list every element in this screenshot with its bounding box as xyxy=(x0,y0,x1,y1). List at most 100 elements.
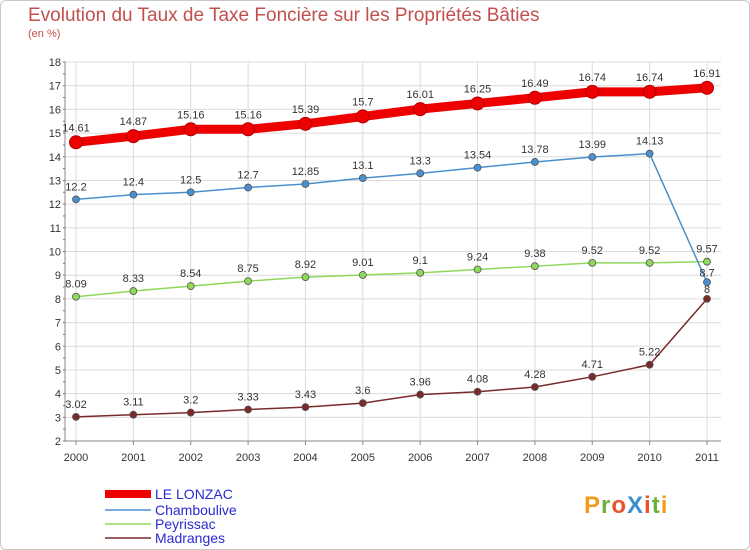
data-point xyxy=(416,169,425,178)
y-tick-label: 5 xyxy=(55,365,61,377)
data-point xyxy=(301,273,310,281)
y-tick-label: 9 xyxy=(55,270,61,282)
data-label: 3.96 xyxy=(409,377,430,389)
data-point xyxy=(358,174,367,182)
data-point xyxy=(473,265,482,274)
data-point xyxy=(703,257,711,266)
series-line-chamboulive xyxy=(75,152,708,284)
data-point xyxy=(585,84,600,99)
x-tick-label: 2008 xyxy=(523,452,547,464)
data-point xyxy=(470,96,485,111)
data-point xyxy=(358,399,367,408)
data-label: 9.38 xyxy=(524,248,545,260)
data-point xyxy=(72,412,80,421)
data-point xyxy=(645,149,654,158)
data-point xyxy=(588,258,597,267)
data-label: 13.1 xyxy=(352,160,373,172)
y-tick-label: 6 xyxy=(55,341,61,353)
data-label: 3.2 xyxy=(183,395,198,407)
x-tick-label: 2000 xyxy=(64,452,88,464)
data-point xyxy=(416,268,425,277)
data-point xyxy=(531,158,539,166)
data-point xyxy=(645,258,654,267)
data-point xyxy=(186,408,195,417)
x-tick-label: 2007 xyxy=(465,452,489,464)
data-label: 8.09 xyxy=(65,279,86,291)
data-label: 12.5 xyxy=(180,174,201,186)
data-point xyxy=(129,410,138,419)
data-label: 5.22 xyxy=(639,347,660,359)
data-point xyxy=(703,294,711,303)
data-label: 12.7 xyxy=(237,170,258,182)
data-point xyxy=(413,102,428,117)
axis-layer: 2 3 4 5 6 7 8 9 10 11 12 13 14 15 16 17 18 2000 2001 2002 20… xyxy=(49,57,721,464)
data-label: 14.61 xyxy=(62,122,90,134)
data-point xyxy=(703,278,711,287)
chart-title: Evolution du Taux de Taxe Foncière sur l… xyxy=(28,5,540,26)
data-label: 9.1 xyxy=(413,255,428,267)
data-point xyxy=(72,292,80,301)
logo-letter: P xyxy=(584,492,602,519)
series-line-le-lonzac xyxy=(71,83,712,147)
x-tick-label: 2006 xyxy=(408,452,432,464)
data-label: 13.3 xyxy=(409,155,430,167)
y-tick-label: 7 xyxy=(55,318,61,330)
data-label: 16.49 xyxy=(521,78,549,90)
y-tick-label: 13 xyxy=(49,175,61,187)
y-tick-label: 11 xyxy=(50,223,61,235)
logo-letter: o xyxy=(611,492,628,519)
data-label: 16.25 xyxy=(464,83,492,95)
y-tick-label: 10 xyxy=(49,247,61,259)
y-tick-label: 15 xyxy=(49,128,61,140)
y-tick-label: 4 xyxy=(55,389,61,401)
data-point xyxy=(69,135,83,150)
data-label: 14.87 xyxy=(120,116,148,128)
data-label: 3.43 xyxy=(295,389,316,401)
series-line-madranges xyxy=(75,298,708,418)
data-label: 13.99 xyxy=(579,139,607,151)
data-point xyxy=(358,271,367,279)
data-label: 8.92 xyxy=(295,259,316,271)
data-label: 8.7 xyxy=(699,267,714,279)
data-label: 3.33 xyxy=(237,391,258,403)
data-label: 9.52 xyxy=(639,245,660,257)
data-point xyxy=(72,195,80,204)
data-point xyxy=(301,403,310,412)
x-tick-label: 2010 xyxy=(637,452,661,464)
data-point xyxy=(244,405,252,414)
data-label: 8.54 xyxy=(180,268,201,280)
data-label: 4.71 xyxy=(582,359,603,371)
data-label: 9.57 xyxy=(696,244,717,256)
logo-letter: i xyxy=(660,492,669,519)
data-point xyxy=(642,84,657,99)
legend-label: Peyrissac xyxy=(155,516,216,532)
legend-label: Chamboulive xyxy=(155,502,237,518)
data-label: 3.6 xyxy=(355,385,370,397)
data-label: 8.33 xyxy=(123,273,144,285)
data-point xyxy=(126,129,141,144)
data-label: 14.13 xyxy=(636,136,664,148)
y-tick-label: 8 xyxy=(55,294,61,306)
data-point xyxy=(355,109,370,124)
y-tick-label: 17 xyxy=(49,81,61,93)
data-label: 12.85 xyxy=(292,166,320,178)
logo-letter: X xyxy=(627,492,645,519)
data-label: 13.78 xyxy=(521,144,549,156)
data-point xyxy=(531,262,539,271)
data-point xyxy=(700,80,714,95)
y-tick-label: 14 xyxy=(49,152,61,164)
x-tick-label: 2005 xyxy=(351,452,375,464)
data-point xyxy=(588,153,597,161)
y-tick-label: 12 xyxy=(49,199,61,211)
chart-unit-label: (en %) xyxy=(28,28,61,40)
x-tick-label: 2011 xyxy=(695,452,719,464)
data-label: 16.74 xyxy=(579,72,607,84)
data-label: 4.08 xyxy=(467,374,488,386)
series-layer xyxy=(69,80,714,421)
logo-letter: i xyxy=(644,492,652,519)
data-label: 16.91 xyxy=(693,68,721,80)
data-label: 9.01 xyxy=(352,257,373,269)
data-label: 12.4 xyxy=(123,177,144,189)
data-point xyxy=(298,116,313,131)
